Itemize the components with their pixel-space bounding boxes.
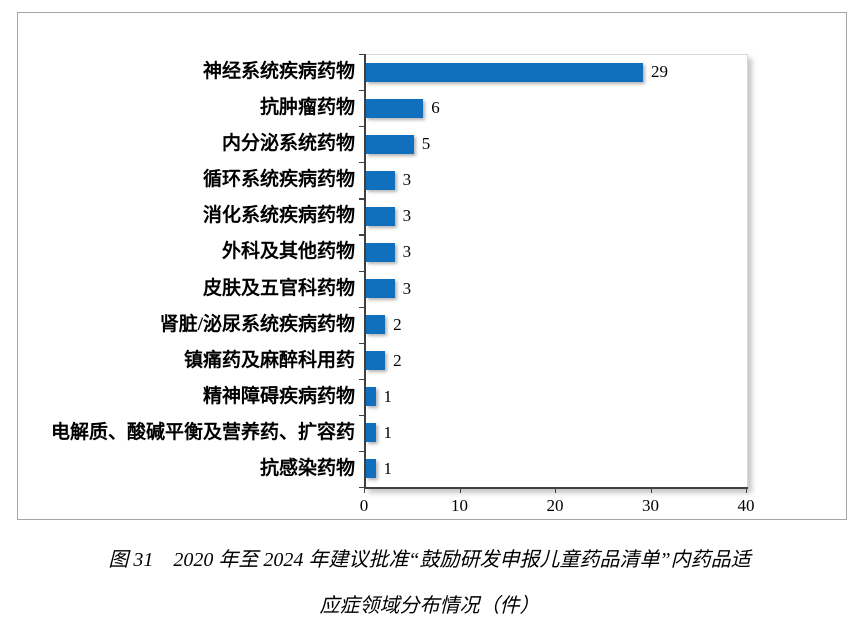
y-tick [359,54,364,56]
category-label: 消化系统疾病药物 [202,205,355,227]
value-label: 3 [402,278,412,298]
value-label: 2 [393,350,402,370]
y-axis-line [364,54,366,488]
value-label: 2 [393,314,402,334]
x-tick [555,488,557,493]
y-tick [359,450,364,453]
y-tick [359,126,364,128]
category-label: 抗感染药物 [259,457,355,479]
bar [366,387,376,407]
bar [366,134,414,154]
x-tick [364,488,366,493]
y-tick [359,306,364,308]
bar [366,170,395,190]
chart-figure: 0 10 20 30 40 神经系统疾病药物 29 抗肿瘤药物 6 内分泌系统药物 5 循环系统疾病药… [17,12,847,520]
x-tick-label: 20 [546,496,564,515]
y-tick [359,198,364,200]
x-tick-label: 10 [451,496,468,515]
category-label: 肾脏/泌尿系统疾病药物 [159,313,355,335]
plot-area [364,54,748,489]
value-label: 5 [421,134,431,154]
x-tick [459,488,461,493]
x-tick [650,488,652,493]
bar [366,98,424,118]
x-tick-label: 0 [359,496,369,515]
value-label: 29 [650,62,668,82]
value-label: 3 [402,206,412,226]
category-label: 精神障碍疾病药物 [202,385,355,407]
y-tick [359,234,364,236]
category-label: 神经系统疾病药物 [202,61,355,83]
y-tick [359,162,364,164]
category-label: 内分泌系统药物 [221,133,355,155]
category-label: 抗肿瘤药物 [259,97,355,119]
value-label: 1 [383,386,393,406]
y-tick [359,342,364,344]
value-label: 3 [402,170,412,190]
y-tick [359,414,364,417]
category-label: 外科及其他药物 [221,241,355,263]
bar [366,459,376,479]
bar [366,315,386,335]
y-tick [359,378,364,380]
bar [366,62,643,82]
value-label: 1 [383,458,393,478]
x-tick-label: 30 [642,496,659,515]
bar [366,351,386,371]
value-label: 3 [402,242,412,262]
bar [366,206,395,226]
category-label: 电解质、酸碱平衡及营养药、扩容药 [50,421,355,443]
bar [366,279,395,299]
x-axis-line [364,487,748,489]
x-tick [746,488,748,493]
bar [366,423,376,443]
y-tick [359,270,364,272]
bar [366,242,395,262]
category-label: 镇痛药及麻醉科用药 [183,349,355,371]
figure-caption-line1: 图 31 2020 年至 2024 年建议批准“鼓励研发申报儿童药品清单”内药品… [108,549,751,571]
x-tick-label: 40 [737,496,755,515]
y-tick [359,487,364,489]
category-label: 循环系统疾病药物 [202,169,355,191]
value-label: 6 [431,98,440,118]
value-label: 1 [383,422,393,442]
category-label: 皮肤及五官科药物 [202,277,355,299]
figure-caption-line2: 应症领域分布情况（件） [319,595,540,617]
y-tick [359,90,364,92]
